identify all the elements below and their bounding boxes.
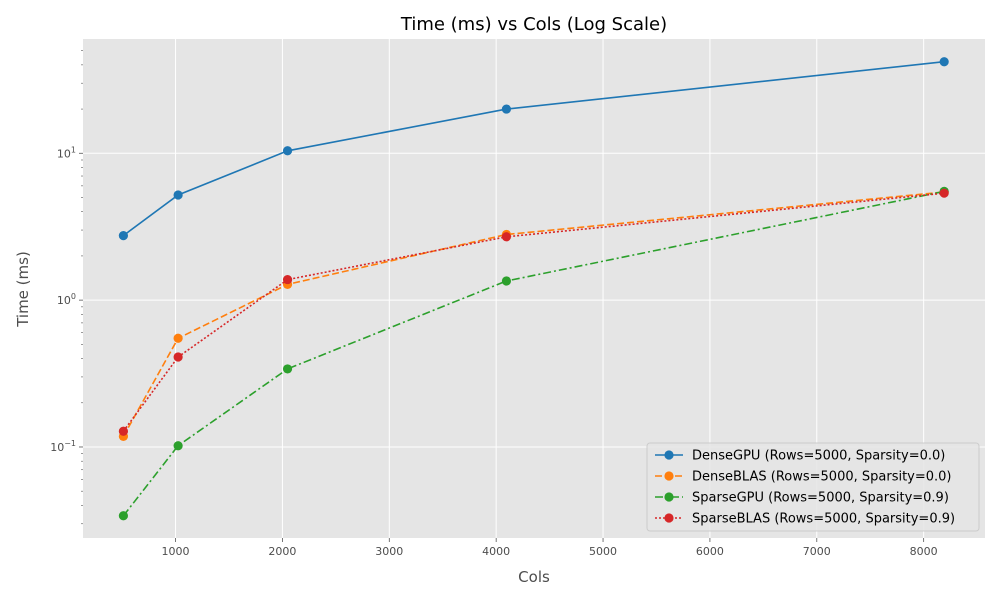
- x-tick-label: 5000: [589, 545, 617, 558]
- data-point: [282, 274, 293, 285]
- data-point: [939, 188, 949, 198]
- data-point: [118, 511, 128, 521]
- x-tick-label: 3000: [375, 545, 403, 558]
- legend: DenseGPU (Rows=5000, Sparsity=0.0) DenseB…: [646, 442, 980, 532]
- y-axis-label: Time (ms): [14, 251, 32, 328]
- legend-swatch-marker: [664, 471, 674, 481]
- legend-label: DenseBLAS (Rows=5000, Sparsity=0.0): [692, 470, 952, 485]
- x-tick-label: 1000: [162, 545, 190, 558]
- data-point: [118, 426, 128, 436]
- legend-label: SparseBLAS (Rows=5000, Sparsity=0.9): [692, 512, 955, 527]
- legend-label: DenseGPU (Rows=5000, Sparsity=0.0): [692, 449, 945, 464]
- data-point: [173, 352, 183, 362]
- x-tick-label: 7000: [803, 545, 831, 558]
- legend-swatch-marker: [664, 513, 674, 523]
- data-point: [501, 104, 512, 114]
- x-tick-label: 2000: [268, 545, 296, 558]
- x-axis-label: Cols: [518, 568, 550, 586]
- data-point: [173, 333, 183, 343]
- axis-ticks: 1000 2000 3000 4000 5000 6000 7000 800010−11001…: [50, 50, 938, 558]
- x-tick-label: 8000: [910, 545, 938, 558]
- series-group: [118, 57, 949, 521]
- legend-swatch-marker: [664, 450, 674, 460]
- series-line-3: [122, 190, 945, 517]
- data-point: [173, 441, 183, 451]
- data-point: [501, 276, 512, 286]
- legend-label: SparseGPU (Rows=5000, Sparsity=0.9): [692, 491, 949, 506]
- data-point: [282, 146, 293, 156]
- legend-swatch-marker: [664, 492, 674, 502]
- data-point: [173, 190, 183, 200]
- legend-box: [646, 442, 980, 532]
- series-line-4: [122, 192, 945, 432]
- data-point: [939, 57, 949, 67]
- data-point: [282, 364, 293, 374]
- x-tick-label: 4000: [482, 545, 510, 558]
- chart-title: Time (ms) vs Cols (Log Scale): [400, 14, 667, 35]
- data-point: [118, 231, 128, 241]
- data-point: [501, 232, 512, 242]
- x-tick-label: 6000: [696, 545, 724, 558]
